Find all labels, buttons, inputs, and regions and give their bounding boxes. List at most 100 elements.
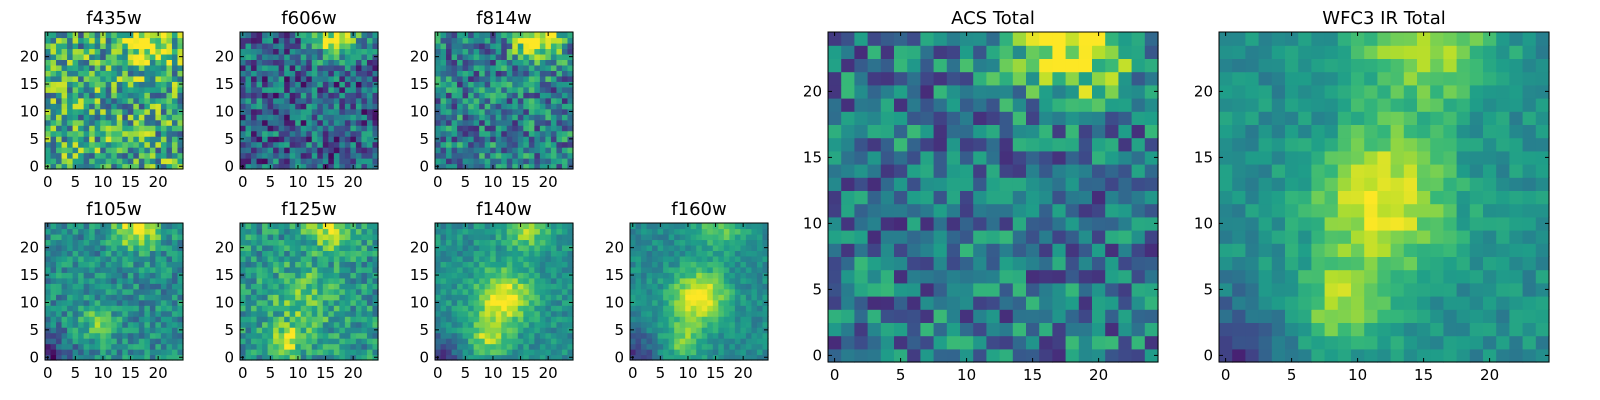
heatmap-cell bbox=[295, 338, 302, 345]
heatmap-cell bbox=[550, 321, 558, 328]
heatmap-cell bbox=[333, 349, 340, 356]
heatmap-cell bbox=[550, 163, 558, 170]
heatmap-cell bbox=[344, 108, 351, 115]
heatmap-cell bbox=[652, 321, 659, 328]
heatmap-cell bbox=[289, 310, 296, 317]
heatmap-cell bbox=[306, 239, 313, 246]
heatmap-cell bbox=[1052, 216, 1067, 231]
heatmap-cell bbox=[457, 125, 464, 132]
heatmap-cell bbox=[72, 239, 79, 246]
heatmap-cell bbox=[100, 125, 107, 132]
heatmap-cell bbox=[267, 141, 274, 148]
heatmap-cell bbox=[262, 119, 269, 126]
heatmap-cell bbox=[61, 255, 68, 262]
y-tick-label: 0 bbox=[224, 348, 234, 366]
heatmap-cell bbox=[240, 277, 247, 284]
heatmap-cell bbox=[344, 32, 351, 39]
heatmap-cell bbox=[556, 42, 563, 50]
heatmap-cell bbox=[339, 125, 346, 132]
heatmap-cell bbox=[484, 294, 491, 301]
heatmap-cell bbox=[240, 119, 247, 126]
heatmap-cell bbox=[512, 244, 519, 251]
heatmap-cell bbox=[138, 81, 145, 88]
heatmap-cell bbox=[111, 305, 118, 312]
heatmap-cell bbox=[89, 288, 96, 295]
heatmap-cell bbox=[278, 349, 285, 356]
heatmap-cell bbox=[322, 147, 329, 154]
heatmap-cell bbox=[490, 130, 497, 137]
heatmap-cell bbox=[355, 266, 363, 273]
heatmap-cell bbox=[89, 136, 96, 143]
heatmap-cell bbox=[567, 48, 574, 55]
heatmap-cell bbox=[696, 294, 703, 301]
heatmap-cell bbox=[567, 92, 574, 99]
heatmap-cell bbox=[355, 92, 363, 99]
heatmap-cell bbox=[300, 272, 307, 279]
heatmap-cell bbox=[512, 294, 519, 301]
heatmap-cell bbox=[171, 250, 179, 257]
x-tick-label: 5 bbox=[266, 173, 276, 191]
heatmap-cell bbox=[284, 147, 291, 154]
heatmap-cell bbox=[523, 147, 530, 154]
heatmap-cell bbox=[674, 255, 681, 262]
heatmap-cell bbox=[690, 321, 697, 328]
heatmap-cell bbox=[251, 141, 258, 148]
heatmap-cell bbox=[701, 338, 708, 345]
heatmap-cell bbox=[61, 294, 68, 301]
heatmap-cell bbox=[1039, 256, 1053, 271]
heatmap-cell bbox=[490, 266, 497, 273]
heatmap-cell bbox=[1078, 282, 1093, 297]
x-tick-label: 15 bbox=[121, 173, 140, 191]
heatmap-cell bbox=[100, 283, 107, 290]
heatmap-cell bbox=[262, 103, 269, 110]
heatmap-cell bbox=[674, 321, 681, 328]
heatmap-cell bbox=[155, 288, 162, 295]
heatmap-cell bbox=[646, 250, 653, 257]
x-tick-label: 20 bbox=[149, 173, 168, 191]
heatmap-cell bbox=[473, 152, 480, 159]
heatmap-cell bbox=[105, 244, 112, 251]
heatmap-cell bbox=[328, 223, 335, 230]
heatmap-cell bbox=[300, 141, 307, 148]
heatmap-cell bbox=[350, 250, 357, 257]
heatmap-cell bbox=[339, 316, 346, 323]
heatmap-cell bbox=[690, 266, 697, 273]
heatmap-cell bbox=[657, 338, 664, 345]
heatmap-cell bbox=[160, 310, 168, 317]
heatmap-cell bbox=[630, 316, 637, 323]
heatmap-cell bbox=[556, 277, 563, 284]
heatmap-cell bbox=[880, 269, 895, 284]
heatmap-cell bbox=[473, 86, 480, 93]
heatmap-cell bbox=[83, 305, 90, 312]
heatmap-cell bbox=[105, 81, 112, 88]
heatmap-cell bbox=[344, 37, 351, 44]
heatmap-cell bbox=[278, 223, 285, 230]
heatmap-cell bbox=[67, 64, 74, 71]
heatmap-cell bbox=[100, 233, 107, 241]
heatmap-cell bbox=[50, 130, 57, 137]
heatmap-cell bbox=[440, 354, 447, 361]
heatmap-cell bbox=[545, 92, 552, 99]
heatmap-cell bbox=[668, 321, 675, 328]
heatmap-cell bbox=[973, 243, 987, 257]
heatmap-cell bbox=[528, 32, 535, 39]
x-tick-label: 15 bbox=[511, 364, 530, 382]
heatmap-cell bbox=[457, 81, 464, 88]
heatmap-cell bbox=[111, 125, 118, 132]
heatmap-cell bbox=[545, 130, 552, 137]
heatmap-cell bbox=[355, 136, 363, 143]
y-tick-label: 15 bbox=[215, 75, 234, 93]
heatmap-cell bbox=[50, 108, 57, 115]
heatmap-cell bbox=[880, 177, 895, 191]
heatmap-cell bbox=[372, 158, 379, 165]
heatmap-cell bbox=[100, 92, 107, 99]
heatmap-cell bbox=[635, 305, 642, 312]
heatmap-cell bbox=[745, 338, 753, 345]
heatmap-cell bbox=[333, 305, 340, 312]
heatmap-cell bbox=[468, 239, 475, 246]
heatmap-cell bbox=[339, 141, 346, 148]
heatmap-cell bbox=[523, 233, 530, 241]
heatmap-cell bbox=[545, 261, 552, 268]
heatmap-cell bbox=[1012, 243, 1027, 257]
